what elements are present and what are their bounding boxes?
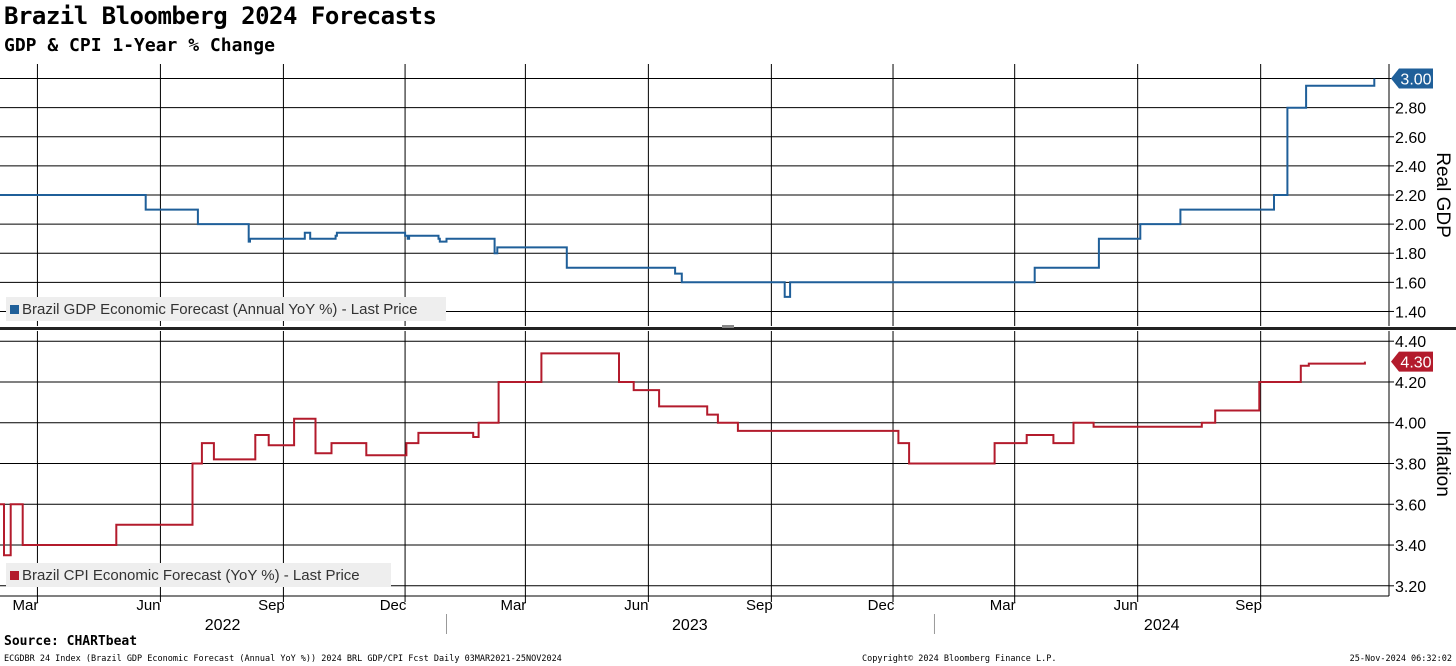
legend-swatch <box>10 305 19 314</box>
x-tick-label: Sep <box>746 597 773 614</box>
footer-description: ECGDBR 24 Index (Brazil GDP Economic For… <box>4 654 562 664</box>
x-tick-label: Mar <box>13 597 39 614</box>
chart-subtitle: GDP & CPI 1-Year % Change <box>4 35 275 56</box>
legend-label: Brazil GDP Economic Forecast (Annual YoY… <box>22 301 417 318</box>
y-tick-label: 4.40 <box>1395 334 1426 351</box>
legends: Brazil GDP Economic Forecast (Annual YoY… <box>6 297 446 587</box>
footer-copyright: Copyright© 2024 Bloomberg Finance L.P. <box>862 654 1057 664</box>
x-tick-label: Jun <box>1114 597 1138 614</box>
y-tick-label: 3.40 <box>1395 538 1426 555</box>
panel-resize-handle <box>722 325 734 328</box>
x-tick-label: Mar <box>500 597 526 614</box>
y-tick-label: 4.20 <box>1395 375 1426 392</box>
last-value-label: 3.00 <box>1400 72 1431 89</box>
y-tick-label: 2.60 <box>1395 130 1426 147</box>
y-tick-label: 2.80 <box>1395 101 1426 118</box>
x-tick-label: Jun <box>136 597 160 614</box>
x-year-label: 2024 <box>1144 617 1180 634</box>
footer-timestamp: 25-Nov-2024 06:32:02 <box>1349 654 1452 664</box>
y-tick-label: 3.20 <box>1395 579 1426 596</box>
x-tick-label: Jun <box>624 597 648 614</box>
x-tick-label: Dec <box>380 597 407 614</box>
y-tick-label: 1.40 <box>1395 304 1426 321</box>
legend-swatch <box>10 571 19 580</box>
axes: Mar Jun Sep Dec Mar Jun Sep Dec Mar Jun Sep 2022 202… <box>0 64 1456 634</box>
legend-box <box>6 297 446 321</box>
x-tick-label: Dec <box>868 597 895 614</box>
y-tick-label: 2.40 <box>1395 159 1426 176</box>
y-tick-label: 1.80 <box>1395 246 1426 263</box>
y-axis-title: Real GDP <box>1432 152 1453 238</box>
x-tick-label: Sep <box>1235 597 1262 614</box>
legend-box <box>6 563 391 587</box>
x-tick-label: Mar <box>990 597 1016 614</box>
y-tick-label: 3.60 <box>1395 497 1426 514</box>
source-note: Source: CHARTbeat <box>4 634 138 649</box>
x-tick-label: Sep <box>258 597 285 614</box>
y-tick-label: 1.60 <box>1395 275 1426 292</box>
series-lines <box>0 78 1376 557</box>
last-value-tag <box>1391 351 1433 372</box>
legend-label: Brazil CPI Economic Forecast (YoY %) - L… <box>22 567 360 584</box>
x-year-label: 2023 <box>672 617 708 634</box>
last-value-tag <box>1391 68 1433 89</box>
x-year-label: 2022 <box>205 617 241 634</box>
series-line-cpi <box>0 352 1366 557</box>
y-tick-label: 3.80 <box>1395 457 1426 474</box>
y-tick-label: 2.20 <box>1395 188 1426 205</box>
chart-title: Brazil Bloomberg 2024 Forecasts <box>4 2 437 30</box>
series-line-gdp <box>0 78 1376 298</box>
y-tick-label: 2.00 <box>1395 217 1426 234</box>
y-tick-label: 4.00 <box>1395 416 1426 433</box>
y-axis-title: Inflation <box>1432 430 1453 497</box>
last-value-label: 4.30 <box>1400 355 1431 372</box>
